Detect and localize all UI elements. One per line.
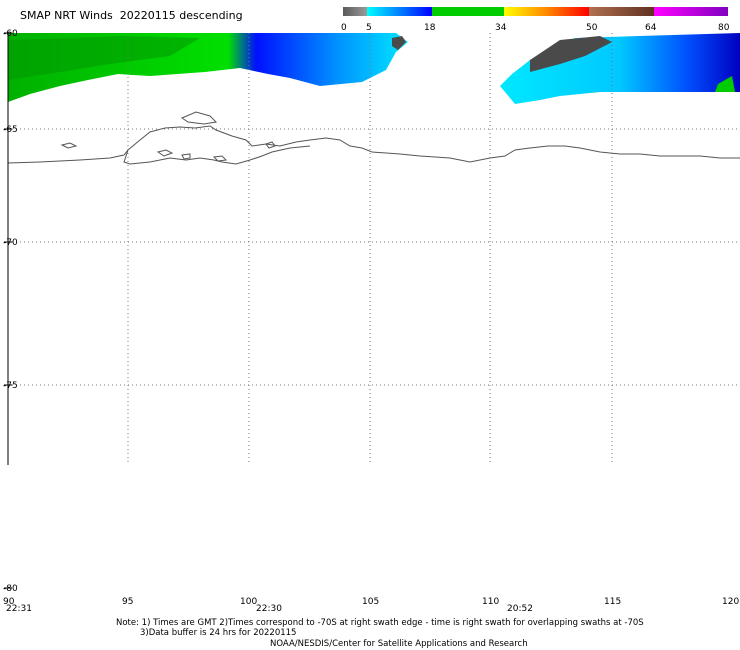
- lat-label-80: -80: [3, 584, 18, 594]
- lat-label-75: -75: [3, 381, 18, 391]
- island-6: [265, 141, 276, 149]
- lon-label-110: 110: [482, 597, 499, 607]
- colorbar-label-3: 34: [495, 23, 507, 32]
- title-date: 20220115: [119, 9, 176, 22]
- coastline-inner: [123, 145, 311, 165]
- island-5: [212, 155, 228, 162]
- island-4: [181, 153, 191, 160]
- antarctic-coastline: [7, 125, 740, 164]
- colorbar-label-5: 64: [645, 23, 657, 32]
- coastline: [7, 111, 740, 165]
- island-1: [180, 111, 218, 125]
- swath-time-3: 20:52: [507, 604, 533, 614]
- lon-label-115: 115: [604, 597, 621, 607]
- colorbar-segment-2: [432, 7, 504, 16]
- swath-left-darkgreen: [8, 36, 200, 80]
- credit-line: NOAA/NESDIS/Center for Satellite Applica…: [270, 639, 528, 649]
- colorbar-label-2: 18: [424, 23, 436, 32]
- colorbar-label-0: 0: [341, 23, 347, 32]
- colorbar-label-4: 50: [586, 23, 598, 32]
- lat-label-65: -65: [3, 125, 18, 135]
- wind-speed-colorbar: 0 5 18 34 50 64 80: [341, 7, 730, 32]
- lon-label-105: 105: [362, 597, 379, 607]
- map-title: SMAP NRT Winds 20220115 descending: [20, 9, 243, 22]
- graticule: [8, 33, 740, 465]
- lon-label-100: 100: [240, 597, 257, 607]
- island-2: [60, 142, 78, 149]
- colorbar-segment-3: [504, 7, 589, 16]
- note-line-2: 3)Data buffer is 24 hrs for 20220115: [140, 628, 296, 638]
- colorbar-label-1: 5: [366, 23, 372, 32]
- lat-label-60: -60: [3, 29, 18, 39]
- swath-time-2: 22:30: [256, 604, 282, 614]
- swath-small-lowwind: [392, 36, 406, 50]
- swath-right-lowwind: [530, 36, 612, 72]
- colorbar-segment-4: [589, 7, 654, 16]
- map-frame: [4, 32, 12, 589]
- colorbar-segment-5: [654, 7, 728, 16]
- title-product: SMAP NRT Winds: [20, 9, 113, 22]
- colorbar-label-6: 80: [718, 23, 730, 32]
- colorbar-segment-0: [343, 7, 367, 16]
- swath-right-green-edge: [715, 76, 735, 92]
- lat-label-70: -70: [3, 238, 18, 248]
- swath-time-1: 22:31: [6, 604, 32, 614]
- lon-label-95: 95: [122, 597, 133, 607]
- colorbar-segment-1: [367, 7, 432, 16]
- island-3: [156, 149, 174, 157]
- wind-swaths: [8, 33, 740, 104]
- lon-label-90: 90: [3, 597, 15, 607]
- lon-label-120: 120: [722, 597, 739, 607]
- title-pass: descending: [179, 9, 243, 22]
- note-line-1: Note: 1) Times are GMT 2)Times correspon…: [116, 618, 644, 628]
